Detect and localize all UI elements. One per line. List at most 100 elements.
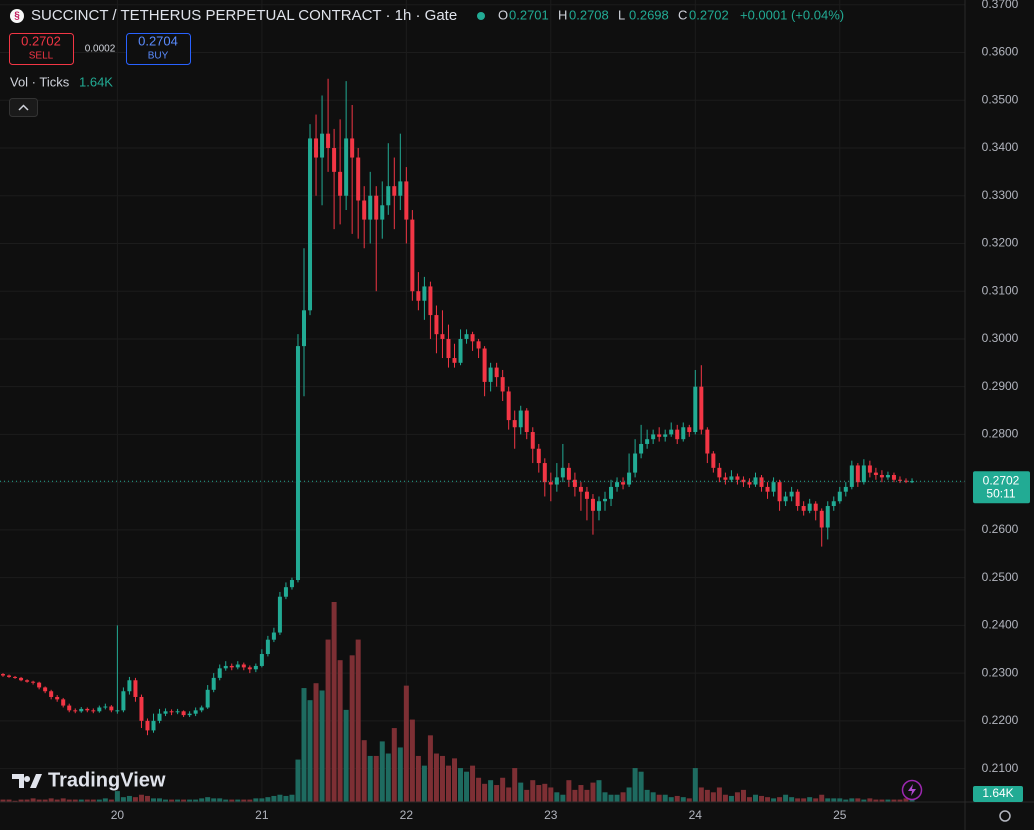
volume-bar bbox=[662, 794, 668, 802]
candle-body bbox=[43, 687, 48, 692]
volume-bar bbox=[879, 799, 885, 802]
candle-body bbox=[603, 498, 607, 502]
candle-body bbox=[711, 453, 716, 468]
volume-bar bbox=[746, 797, 752, 802]
candle-body bbox=[308, 138, 313, 311]
volume-bar bbox=[692, 768, 698, 802]
volume-bar bbox=[524, 789, 530, 802]
candle-body bbox=[434, 315, 439, 335]
ohlc-key: C bbox=[678, 7, 687, 22]
buy-label[interactable]: BUY bbox=[148, 51, 169, 62]
y-tick-label: 0.2600 bbox=[982, 522, 1019, 536]
sell-button[interactable] bbox=[9, 33, 74, 65]
candle-body bbox=[97, 707, 102, 712]
volume-bar bbox=[777, 797, 783, 802]
candle-body bbox=[259, 654, 264, 666]
x-tick-label: 22 bbox=[400, 808, 414, 822]
ohlc-value: 0.2708 bbox=[569, 7, 609, 22]
candle-body bbox=[211, 677, 216, 690]
sell-price[interactable]: 0.2702 bbox=[21, 33, 61, 48]
ohlc-key: O bbox=[498, 7, 508, 22]
buy-button[interactable] bbox=[126, 33, 191, 65]
candle-body bbox=[271, 632, 276, 640]
collapse-button[interactable] bbox=[9, 98, 38, 117]
volume-bar bbox=[301, 688, 307, 802]
volume-bar bbox=[813, 798, 819, 802]
volume-bar bbox=[403, 685, 409, 802]
volume-bar bbox=[476, 777, 482, 802]
volume-bar bbox=[566, 780, 572, 802]
volume-bar bbox=[885, 799, 891, 802]
candle-body bbox=[765, 486, 770, 492]
candle-body bbox=[675, 429, 680, 440]
change: +0.0001 (+0.04%) bbox=[740, 7, 844, 22]
candle-body bbox=[446, 338, 451, 359]
candle-body bbox=[428, 286, 433, 316]
candle-body bbox=[849, 465, 854, 487]
volume-bar bbox=[548, 787, 554, 802]
candle-body bbox=[801, 506, 806, 511]
candle-body bbox=[25, 680, 30, 682]
ohlc-key: H bbox=[558, 7, 567, 22]
candle-body bbox=[362, 200, 367, 220]
alert-icon[interactable] bbox=[901, 779, 923, 801]
alert-glyph[interactable] bbox=[908, 784, 916, 796]
volume-bar bbox=[223, 799, 229, 802]
volume-bar bbox=[686, 798, 692, 802]
volume-bar bbox=[560, 794, 566, 802]
volume-bar bbox=[157, 798, 163, 802]
candle-body bbox=[524, 410, 529, 433]
volume-bar bbox=[452, 758, 457, 802]
volume-bar bbox=[151, 798, 156, 802]
candle-body bbox=[747, 482, 752, 485]
ohlc-value: 0.2701 bbox=[509, 7, 549, 22]
candle-body bbox=[61, 699, 66, 706]
candle-body bbox=[374, 195, 379, 220]
volume-bar bbox=[578, 785, 584, 802]
y-tick-label: 0.3600 bbox=[982, 45, 1019, 59]
volume-bar bbox=[175, 799, 181, 802]
candle-body bbox=[663, 434, 668, 437]
volume-bar bbox=[253, 798, 259, 802]
volume-bar bbox=[584, 789, 590, 802]
candle-body bbox=[699, 386, 704, 430]
buy-price[interactable]: 0.2704 bbox=[138, 33, 178, 48]
volume-bar bbox=[789, 797, 795, 802]
y-tick-label: 0.2400 bbox=[982, 618, 1019, 632]
ohlc-key: L bbox=[618, 7, 625, 22]
volume-bar bbox=[199, 798, 205, 802]
candle-body bbox=[452, 358, 457, 363]
y-tick-label: 0.2900 bbox=[982, 379, 1019, 393]
symbol-icon bbox=[10, 9, 24, 23]
volume-bar bbox=[710, 792, 716, 802]
candle-body bbox=[609, 486, 614, 499]
candle-body bbox=[19, 677, 24, 681]
candle-body bbox=[404, 181, 409, 220]
volume-bar bbox=[36, 799, 42, 802]
y-tick-label: 0.3400 bbox=[982, 140, 1019, 154]
volume-bar bbox=[114, 791, 120, 802]
candle-body bbox=[326, 133, 331, 148]
candle-body bbox=[127, 680, 132, 692]
volume-bar bbox=[391, 728, 397, 802]
volume-legend-label: Vol · Ticks bbox=[10, 74, 70, 89]
volume-bar bbox=[638, 771, 644, 802]
settings-icon[interactable] bbox=[999, 810, 1011, 822]
candle-body bbox=[590, 498, 595, 511]
sell-label[interactable]: SELL bbox=[29, 51, 54, 62]
candle-body bbox=[440, 334, 445, 339]
volume-bar bbox=[6, 799, 12, 802]
candle-body bbox=[530, 432, 535, 449]
volume-badge-value: 1.64K bbox=[982, 786, 1013, 800]
volume-bar bbox=[867, 798, 873, 802]
candle-body bbox=[217, 668, 222, 678]
volume-bar bbox=[795, 798, 801, 802]
volume-bar bbox=[187, 799, 193, 802]
candle-body bbox=[133, 680, 138, 697]
candle-body bbox=[223, 665, 228, 669]
candle-body bbox=[410, 219, 415, 292]
collapse-icon[interactable] bbox=[18, 104, 29, 111]
volume-bar bbox=[415, 755, 421, 802]
candle-body bbox=[831, 501, 836, 507]
